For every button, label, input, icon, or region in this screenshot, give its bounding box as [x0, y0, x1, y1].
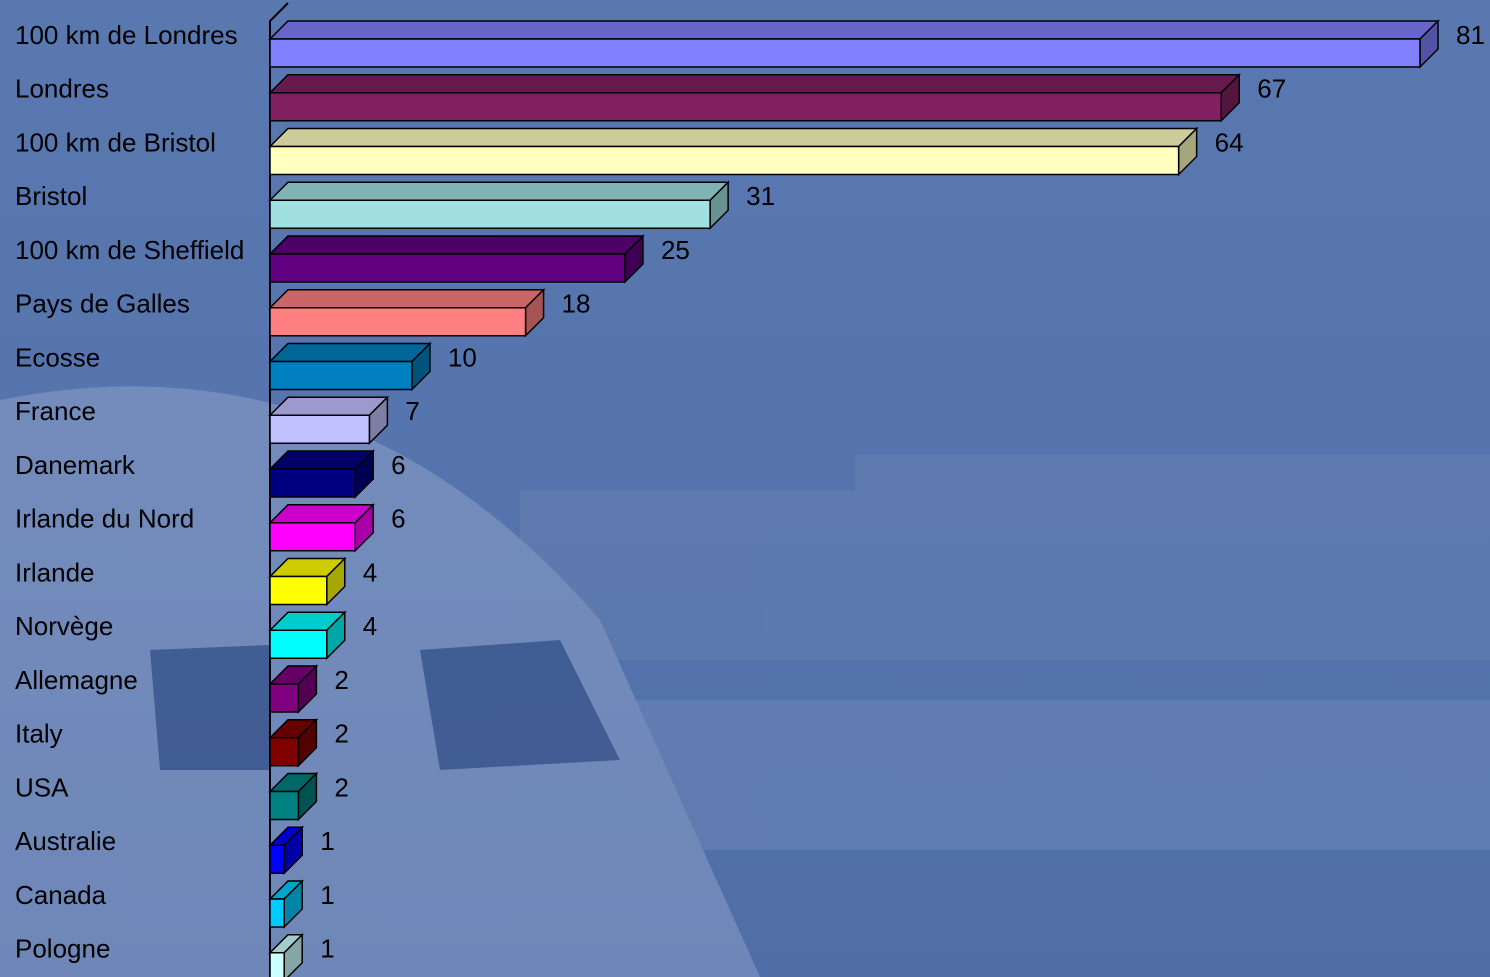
bar [268, 825, 305, 876]
bar [268, 126, 1199, 177]
category-label: Ecosse [15, 342, 100, 372]
bar-front [269, 307, 527, 337]
bar-front [269, 790, 300, 821]
bar-front [269, 952, 285, 977]
bar-front [269, 575, 328, 606]
bar [268, 717, 319, 768]
bar-top [268, 289, 546, 309]
bar [268, 234, 645, 284]
value-label: 31 [746, 181, 775, 211]
value-label: 10 [448, 342, 477, 372]
value-label: 1 [320, 934, 334, 964]
value-label: 1 [320, 880, 334, 910]
bar-front [269, 360, 413, 391]
category-label: France [15, 396, 96, 426]
value-label: 1 [320, 826, 334, 856]
bar-top [268, 74, 1242, 94]
value-label: 64 [1215, 127, 1244, 157]
bar-top [268, 235, 645, 255]
bar-front [269, 844, 285, 874]
value-label: 4 [363, 557, 377, 587]
value-label: 18 [562, 289, 591, 319]
category-label: Pologne [15, 934, 110, 964]
category-label: USA [15, 772, 69, 802]
bar-top [268, 20, 1440, 40]
category-label: Danemark [15, 450, 136, 480]
bar-front [269, 468, 356, 498]
background-photo [0, 386, 1490, 977]
bar [268, 72, 1242, 123]
bar [268, 932, 305, 977]
value-label: 2 [334, 665, 348, 695]
value-label: 25 [661, 235, 690, 265]
bar [268, 610, 347, 661]
bar-front [269, 522, 356, 552]
bar [268, 341, 432, 392]
bar [268, 556, 347, 607]
value-label: 2 [334, 772, 348, 802]
bar [268, 19, 1440, 69]
bar-front [269, 253, 626, 283]
category-label: Londres [15, 74, 109, 104]
bar-top [268, 181, 730, 201]
bar-front [269, 38, 1421, 68]
category-label: 100 km de Sheffield [15, 235, 244, 265]
value-label: 67 [1257, 74, 1286, 104]
bar [268, 771, 319, 822]
bar [268, 502, 375, 553]
bar [268, 180, 730, 231]
value-label: 6 [391, 450, 405, 480]
value-label: 6 [391, 504, 405, 534]
bar-front [269, 898, 285, 928]
value-label: 7 [405, 396, 419, 426]
bar-top [268, 342, 432, 363]
bar [268, 395, 390, 446]
bar-top [268, 396, 390, 416]
category-label: Pays de Galles [15, 289, 190, 319]
bar [268, 879, 305, 929]
bar-front [269, 683, 300, 713]
category-label: Irlande [15, 557, 95, 587]
category-label: Canada [15, 880, 107, 910]
bar [268, 449, 375, 499]
category-label: Australie [15, 826, 116, 856]
category-label: Norvège [15, 611, 113, 641]
bar-front [269, 414, 371, 444]
bar-front [269, 92, 1222, 122]
bar-front [269, 199, 711, 229]
category-label: 100 km de Londres [15, 20, 238, 50]
bar-top [268, 127, 1199, 148]
category-label: Bristol [15, 181, 87, 211]
category-label: 100 km de Bristol [15, 127, 216, 157]
bar-front [269, 737, 300, 767]
bar-front [269, 145, 1180, 176]
bar-front [269, 629, 328, 659]
category-label: Irlande du Nord [15, 504, 194, 534]
value-label: 4 [363, 611, 377, 641]
bar [268, 287, 546, 338]
category-label: Italy [15, 719, 63, 749]
bar [268, 664, 319, 714]
value-label: 2 [334, 719, 348, 749]
category-label: Allemagne [15, 665, 138, 695]
value-label: 81 [1456, 20, 1485, 50]
